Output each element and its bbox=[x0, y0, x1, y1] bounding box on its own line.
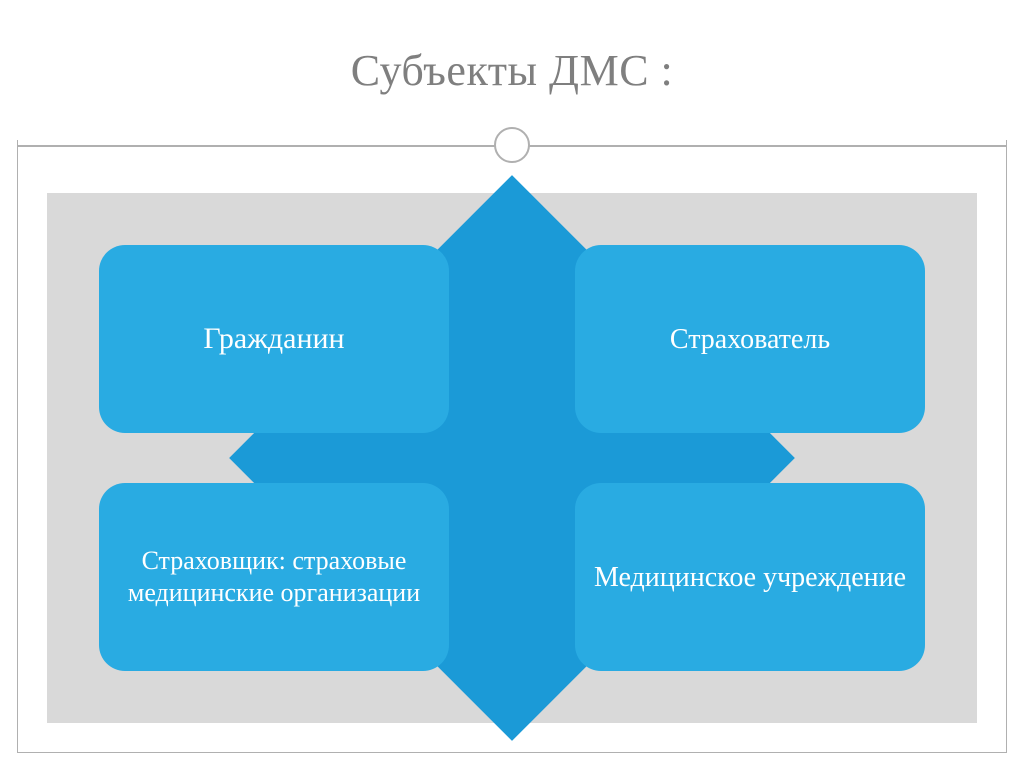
box-label: Медицинское учреждение bbox=[594, 560, 906, 595]
box-medical-institution: Медицинское учреждение bbox=[575, 483, 925, 671]
box-label: Страхователь bbox=[670, 322, 830, 357]
box-label: Гражданин bbox=[203, 320, 344, 358]
box-policyholder: Страхователь bbox=[575, 245, 925, 433]
slide-title: Субъекты ДМС : bbox=[351, 45, 674, 96]
diagram-area: Гражданин Страхователь Страховщик: страх… bbox=[47, 193, 977, 723]
box-citizen: Гражданин bbox=[99, 245, 449, 433]
divider-circle bbox=[494, 127, 530, 163]
box-insurer: Страховщик: страховые медицинские органи… bbox=[99, 483, 449, 671]
box-label: Страховщик: страховые медицинские органи… bbox=[109, 545, 439, 610]
title-area: Субъекты ДМС : bbox=[0, 0, 1024, 140]
